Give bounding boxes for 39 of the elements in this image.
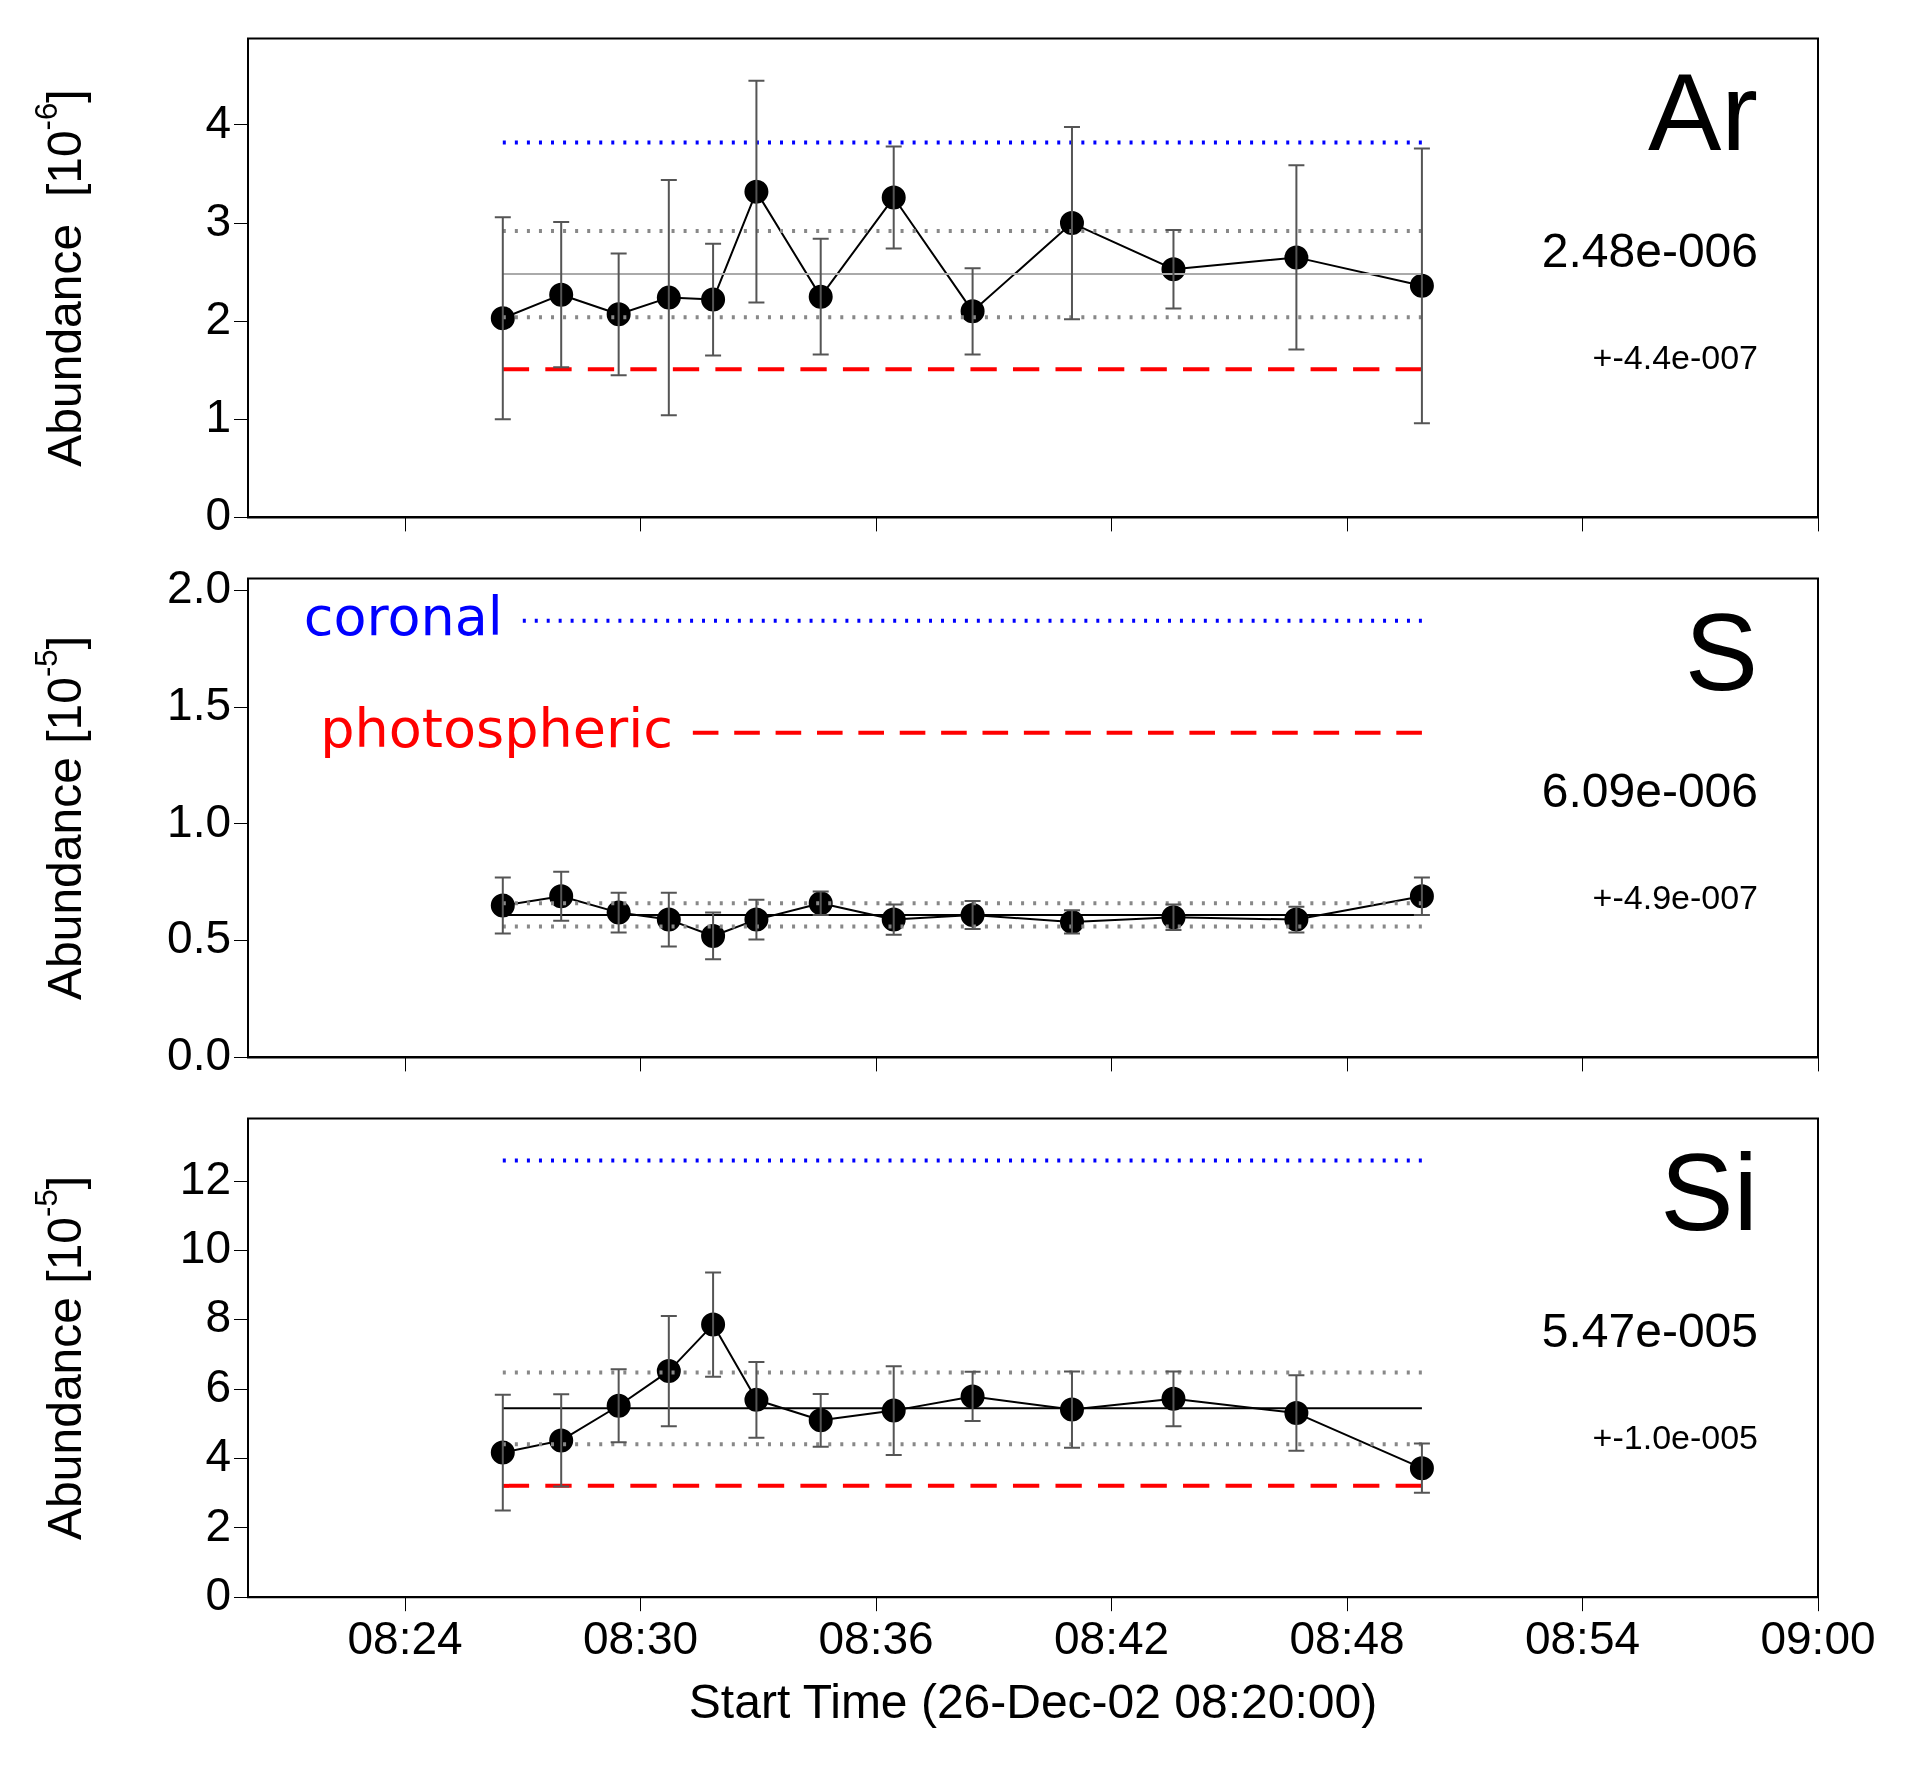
- annotation: Si: [1660, 1130, 1758, 1254]
- x-tick-label: 08:30: [583, 1612, 699, 1665]
- y-tick-label: 1.0: [167, 794, 231, 847]
- annotation: +-1.0e-005: [1592, 1417, 1758, 1456]
- y-tick-label: 0.0: [167, 1028, 231, 1081]
- y-tick-label: 0: [205, 1567, 231, 1620]
- x-tick-label: 08:42: [1053, 1612, 1170, 1665]
- annotation: +-4.4e-007: [1592, 337, 1758, 376]
- y-axis-title: Abundance [10-5]: [29, 1175, 92, 1540]
- y-tick-label: 3: [205, 193, 231, 246]
- y-tick-label: 4: [205, 95, 231, 148]
- x-tick-label: 09:00: [1760, 1612, 1876, 1665]
- annotation: 6.09e-006: [1541, 764, 1758, 818]
- y-tick-label: 6: [205, 1359, 231, 1412]
- series-label: coronal: [303, 584, 503, 648]
- x-tick-label: 08:48: [1289, 1612, 1405, 1665]
- x-tick-label: 08:36: [818, 1612, 934, 1665]
- y-axis-title: Abundance [10-5]: [29, 635, 92, 1001]
- y-tick-label: 12: [179, 1151, 231, 1204]
- x-tick-label: 08:54: [1524, 1612, 1641, 1665]
- x-tick-label: 08:24: [347, 1612, 463, 1665]
- y-axis-title: Abundance [10-6]: [29, 89, 92, 467]
- x-axis-title: Start Time (26-Dec-02 08:20:00): [688, 1675, 1378, 1729]
- y-tick-label: 1: [205, 389, 231, 442]
- annotation: 2.48e-006: [1541, 224, 1758, 278]
- y-tick-label: 8: [205, 1290, 231, 1343]
- y-tick-label: 1.5: [167, 677, 231, 730]
- y-tick-label: 0.5: [167, 911, 231, 964]
- y-tick-label: 2: [205, 1498, 231, 1551]
- annotation: Ar: [1648, 50, 1758, 174]
- y-tick-label: 0: [205, 488, 231, 541]
- y-tick-label: 2: [205, 291, 231, 344]
- y-tick-label: 10: [179, 1221, 231, 1274]
- series-label: photospheric: [320, 696, 673, 760]
- annotation: 5.47e-005: [1541, 1304, 1758, 1358]
- annotation: S: [1684, 590, 1758, 714]
- y-tick-label: 4: [205, 1429, 231, 1482]
- annotation: +-4.9e-007: [1592, 877, 1758, 916]
- y-tick-label: 2.0: [167, 560, 231, 613]
